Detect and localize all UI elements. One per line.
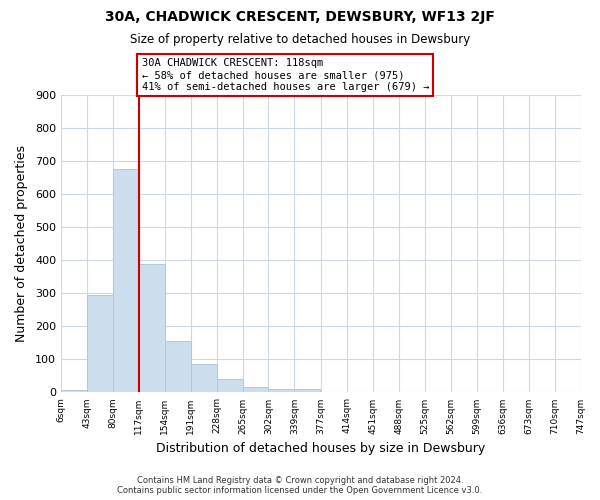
- Bar: [113, 170, 139, 392]
- Bar: [217, 379, 242, 392]
- Y-axis label: Number of detached properties: Number of detached properties: [15, 145, 28, 342]
- Text: Contains HM Land Registry data © Crown copyright and database right 2024.
Contai: Contains HM Land Registry data © Crown c…: [118, 476, 482, 495]
- Text: 30A CHADWICK CRESCENT: 118sqm
← 58% of detached houses are smaller (975)
41% of : 30A CHADWICK CRESCENT: 118sqm ← 58% of d…: [142, 58, 429, 92]
- Bar: [295, 389, 320, 392]
- Bar: [61, 390, 87, 392]
- Bar: [87, 295, 113, 392]
- Bar: [165, 341, 191, 392]
- Bar: [242, 388, 268, 392]
- Text: Size of property relative to detached houses in Dewsbury: Size of property relative to detached ho…: [130, 32, 470, 46]
- Bar: [268, 389, 295, 392]
- Bar: [191, 364, 217, 392]
- Text: 30A, CHADWICK CRESCENT, DEWSBURY, WF13 2JF: 30A, CHADWICK CRESCENT, DEWSBURY, WF13 2…: [105, 10, 495, 24]
- X-axis label: Distribution of detached houses by size in Dewsbury: Distribution of detached houses by size …: [156, 442, 485, 455]
- Bar: [139, 264, 165, 392]
